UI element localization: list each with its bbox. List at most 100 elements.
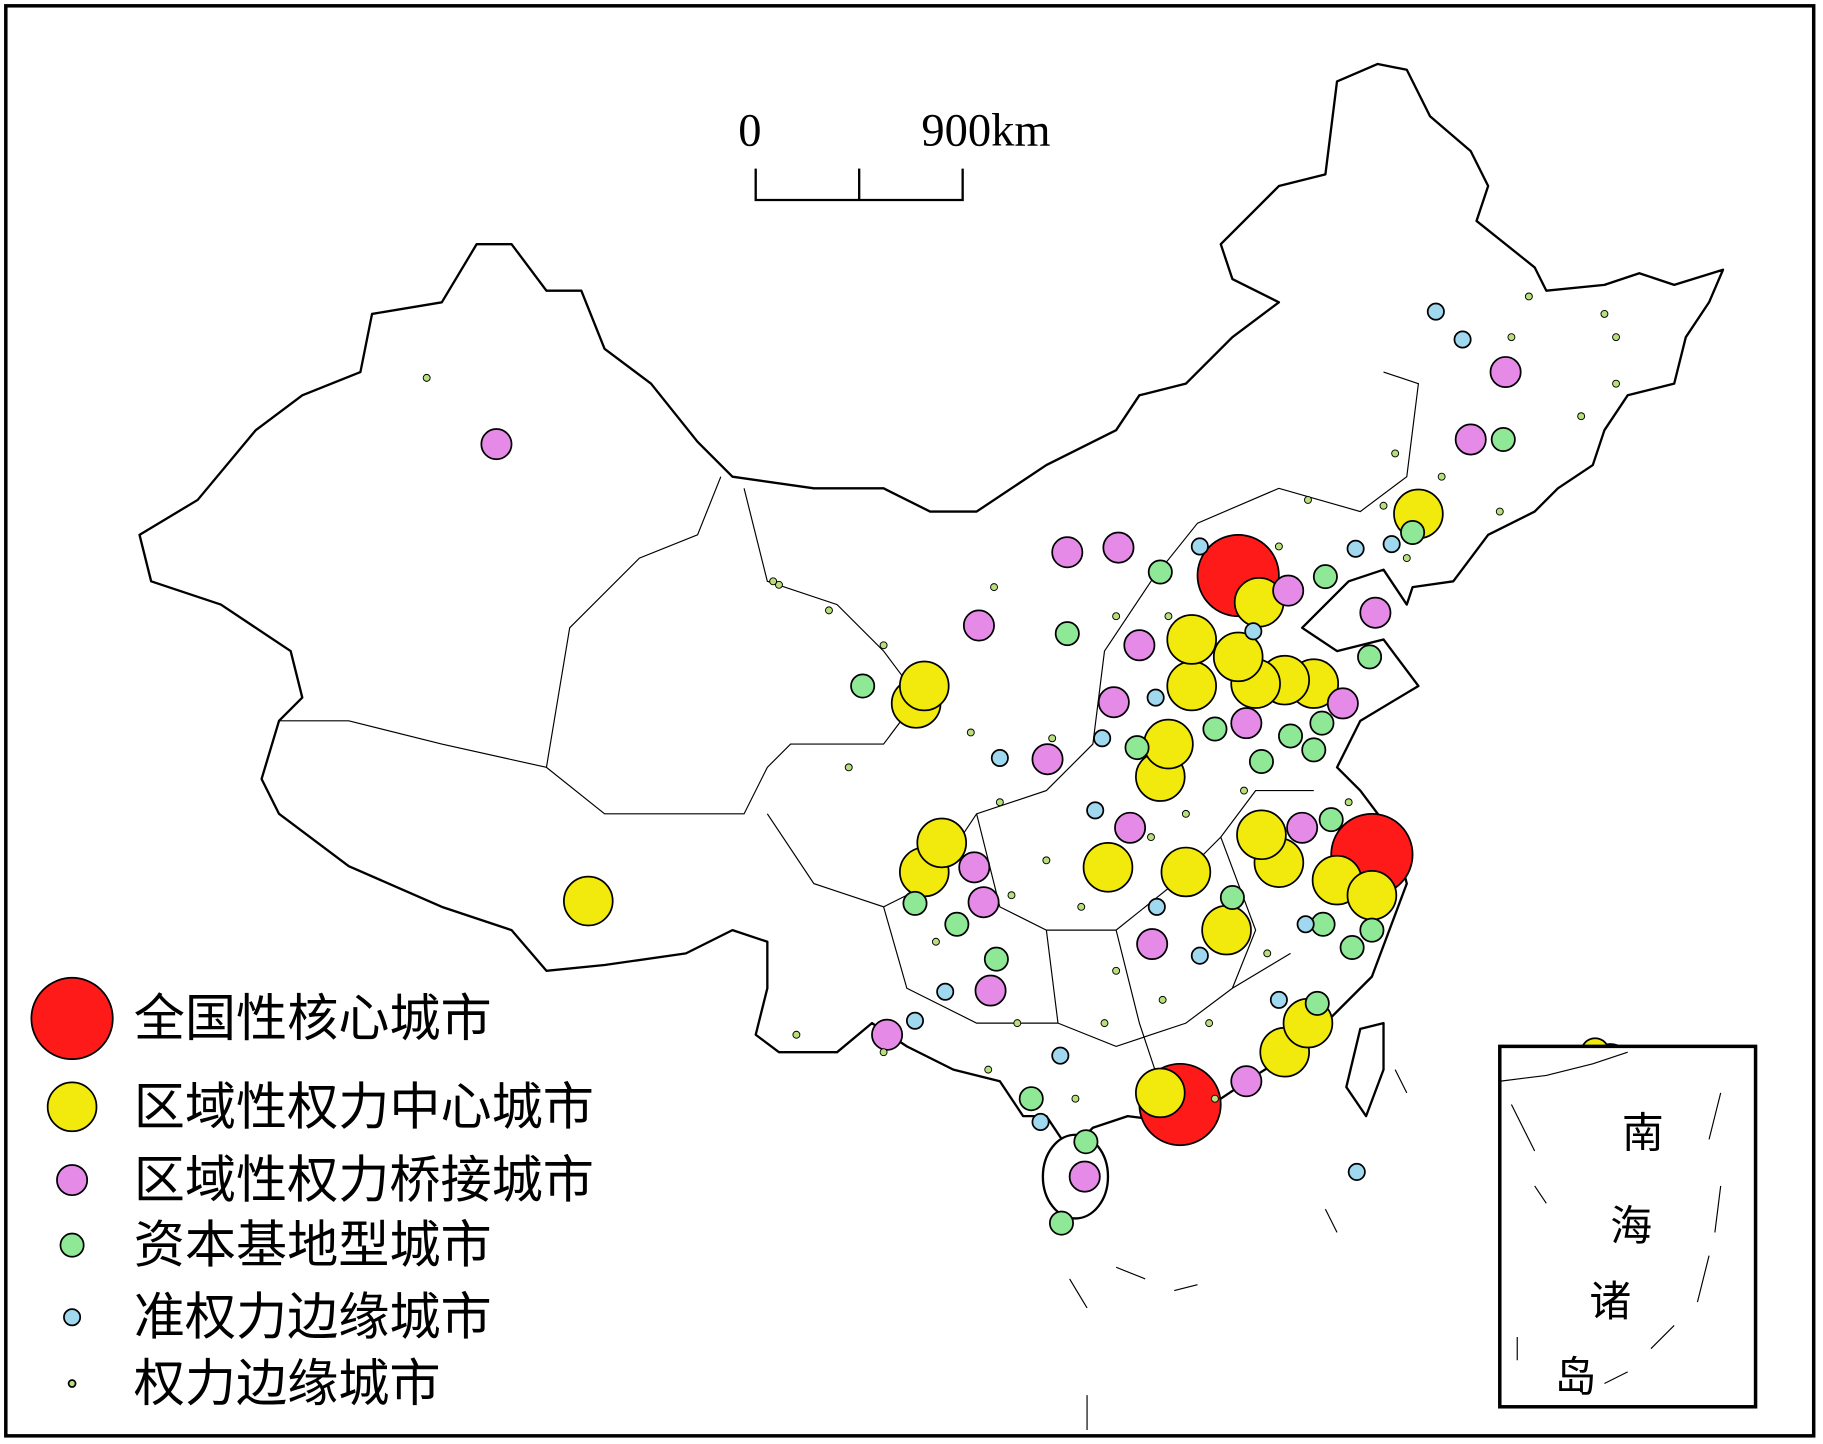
cities: [422, 292, 1631, 1236]
province-border: [279, 371, 1420, 908]
city-marker: [1051, 536, 1084, 569]
city-marker: [879, 1048, 888, 1057]
city-marker: [1507, 333, 1516, 342]
city-marker: [1158, 995, 1167, 1004]
city-marker: [1304, 495, 1312, 504]
scale-end: 900km: [921, 105, 1050, 156]
city-marker: [1205, 1019, 1214, 1028]
city-marker: [1230, 707, 1263, 740]
city-marker: [1339, 935, 1365, 961]
city-marker: [1600, 309, 1609, 318]
city-marker: [1077, 902, 1086, 911]
city-marker: [1309, 710, 1335, 736]
city-marker: [1359, 917, 1385, 943]
city-marker: [1102, 531, 1135, 564]
city-marker: [1577, 412, 1586, 421]
city-marker: [1136, 928, 1169, 961]
city-marker: [1489, 356, 1522, 389]
city-marker: [1100, 1019, 1109, 1028]
city-marker: [1164, 612, 1173, 621]
islands: [1069, 1069, 1408, 1431]
city-marker: [1359, 596, 1392, 629]
city-marker: [1612, 379, 1621, 388]
legend-symbol: [56, 1164, 89, 1197]
city-marker: [1454, 423, 1487, 456]
city-marker: [1143, 718, 1194, 770]
city-marker: [1181, 809, 1190, 818]
city-marker: [1219, 885, 1245, 911]
city-marker: [905, 1011, 924, 1030]
city-marker: [850, 673, 876, 699]
city-marker: [1093, 729, 1112, 748]
city-marker: [1114, 811, 1147, 844]
city-marker: [1230, 1065, 1263, 1098]
legend-label: 全国性核心城市: [134, 991, 492, 1048]
legend-label: 区域性权力桥接城市: [134, 1153, 594, 1210]
city-marker: [1124, 735, 1150, 761]
city-marker: [1346, 539, 1365, 558]
city-marker: [958, 851, 991, 884]
city-marker: [1453, 330, 1472, 349]
legend-label: 区域性权力中心城市: [134, 1079, 594, 1136]
city-marker: [1071, 1094, 1080, 1103]
city-marker: [1086, 801, 1105, 820]
city-marker: [1301, 737, 1327, 763]
city-marker: [1190, 946, 1209, 965]
city-marker: [1166, 660, 1217, 712]
city-marker: [1304, 990, 1330, 1016]
city-marker: [944, 911, 970, 937]
city-marker: [995, 798, 1004, 807]
city-marker: [1051, 1046, 1070, 1065]
city-marker: [1524, 292, 1533, 301]
inset-label: 岛: [1554, 1356, 1596, 1402]
city-marker: [1042, 856, 1051, 865]
city-marker: [1490, 426, 1516, 452]
city-marker: [1147, 559, 1173, 585]
legend: 全国性核心城市区域性权力中心城市区域性权力桥接城市资本基地型城市准权力边缘城市权…: [30, 976, 594, 1413]
city-marker: [931, 937, 940, 946]
city-marker: [1310, 911, 1336, 937]
city-marker: [983, 946, 1009, 972]
city-marker: [1160, 846, 1212, 898]
city-marker: [769, 577, 778, 586]
city-marker: [1031, 1112, 1050, 1131]
city-marker: [1402, 554, 1411, 563]
city-marker: [984, 1065, 993, 1074]
city-marker: [480, 428, 513, 461]
city-marker: [966, 728, 975, 737]
scale-start: 0: [738, 105, 761, 156]
city-marker: [962, 609, 995, 642]
city-marker: [1031, 743, 1064, 776]
city-marker: [1244, 622, 1263, 641]
city-marker: [1112, 966, 1121, 975]
city-marker: [563, 875, 614, 927]
legend-label: 准权力边缘城市: [134, 1290, 492, 1347]
province-border: [883, 790, 1314, 1094]
city-marker: [1612, 333, 1621, 342]
inset-label: 南: [1622, 1112, 1664, 1158]
city-marker: [1296, 915, 1315, 934]
city-marker: [1248, 749, 1274, 775]
inset-islands: [1499, 1051, 1722, 1385]
city-marker: [990, 749, 1009, 768]
city-marker: [1286, 811, 1319, 844]
inset-label: 诸: [1589, 1280, 1631, 1326]
city-marker: [1357, 644, 1383, 670]
city-marker: [1147, 833, 1155, 842]
province-border: [545, 476, 920, 815]
legend-label: 权力边缘城市: [134, 1356, 441, 1413]
city-marker: [1274, 542, 1283, 551]
city-marker: [967, 886, 1000, 919]
city-marker: [1048, 734, 1057, 743]
city-marker: [1007, 891, 1016, 900]
city-marker: [1346, 869, 1398, 921]
legend-symbol: [63, 1308, 82, 1327]
city-marker: [1097, 686, 1130, 719]
city-marker: [422, 373, 431, 382]
city-marker: [1073, 1129, 1099, 1155]
city-marker: [1112, 612, 1121, 621]
legend-symbol: [30, 976, 114, 1061]
city-marker: [1054, 621, 1080, 647]
city-marker: [936, 982, 955, 1001]
